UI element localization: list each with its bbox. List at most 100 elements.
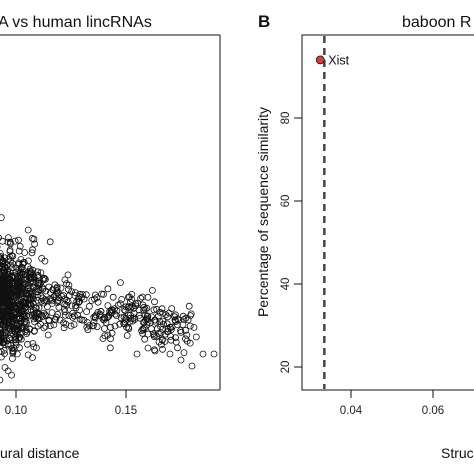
panel-a-trail-point xyxy=(116,300,124,308)
panel-a-trail-point xyxy=(93,323,101,331)
panel-a-trail-point xyxy=(167,336,175,344)
panel-a-dense-point xyxy=(0,339,8,347)
panel-a-trail-point xyxy=(29,306,37,314)
panel-a-trail-point xyxy=(53,289,61,297)
panel-a-trail-point xyxy=(18,293,25,301)
panel-a-trail-point xyxy=(143,312,151,320)
panel-a-trail-point xyxy=(98,290,105,298)
panel-a-trail-point xyxy=(27,308,35,316)
panel-a-dense-point xyxy=(2,272,9,280)
panel-a-dense-point xyxy=(0,274,3,282)
panel-a: A vs human lincRNAs 0.10 0.15 ural distan… xyxy=(0,14,221,461)
panel-a-dense-point xyxy=(0,334,3,341)
panel-a-dense-point xyxy=(0,288,6,296)
panel-a-dense-point xyxy=(30,235,38,243)
panel-a-dense-point xyxy=(8,345,16,352)
panel-a-trail-point xyxy=(175,316,183,324)
panel-a-trail-point xyxy=(150,331,158,339)
panel-a-trail-point xyxy=(158,336,166,344)
panel-a-trail-point xyxy=(182,335,189,343)
panel-a-trail-point xyxy=(84,326,92,334)
panel-a-trail-point xyxy=(128,303,136,310)
panel-b-letter: B xyxy=(258,12,270,31)
panel-a-dense-point xyxy=(30,343,38,351)
panel-a-dense-point xyxy=(0,271,8,279)
panel-a-trail-point xyxy=(24,278,32,286)
panel-a-data-point xyxy=(23,328,31,336)
panel-a-trail-point xyxy=(107,309,115,317)
panel-a-dense-point xyxy=(37,297,45,305)
panel-b-x-tick-label: 0.04 xyxy=(340,405,363,417)
panel-a-trail-point xyxy=(104,302,112,310)
panel-a-data-point xyxy=(45,316,53,324)
panel-a-dense-point xyxy=(6,253,14,261)
panel-a-trail-point xyxy=(86,302,93,310)
panel-b-y-tick-label: 40 xyxy=(280,278,292,291)
panel-a-trail-point xyxy=(21,298,29,306)
panel-a-trail-point xyxy=(61,308,69,316)
panel-a-trail-point xyxy=(37,292,45,300)
panel-a-trail-point xyxy=(80,316,88,324)
panel-a-trail-point xyxy=(151,298,158,306)
panel-a-trail-point xyxy=(106,344,114,352)
panel-a-trail-point xyxy=(41,274,48,282)
panel-a-dense-point xyxy=(0,237,6,245)
panel-a-trail-point xyxy=(58,292,66,300)
panel-a-data-point xyxy=(166,350,174,358)
panel-a-dense-point xyxy=(0,334,4,341)
panel-a-dense-point xyxy=(40,324,48,332)
panel-a-trail-point xyxy=(139,326,147,334)
panel-a-trail-point xyxy=(30,315,38,323)
panel-a-dense-point xyxy=(29,340,37,347)
panel-a-data-point xyxy=(34,322,42,330)
panel-a-dense-point xyxy=(13,321,21,329)
panel-a-trail-point xyxy=(177,328,185,336)
panel-a-trail-point xyxy=(27,296,34,304)
panel-a-dense-point xyxy=(38,254,46,262)
panel-a-dense-point xyxy=(0,292,4,300)
panel-a-dense-point xyxy=(17,256,25,263)
panel-a-trail-point xyxy=(174,344,181,352)
panel-b-y-tick-label: 80 xyxy=(280,112,292,125)
panel-b-points: Xist xyxy=(315,53,350,67)
panel-a-dense-point xyxy=(6,246,14,254)
panel-a-dense-point xyxy=(13,278,21,286)
panel-a-dense-point xyxy=(15,236,22,244)
panel-a-trail-point xyxy=(129,315,137,323)
panel-a-trail-point xyxy=(182,326,189,334)
panel-a-dense-point xyxy=(15,259,23,267)
panel-a-trail-point xyxy=(159,317,167,325)
panel-a-trail-point xyxy=(76,290,84,298)
panel-a-dense-point xyxy=(14,289,22,297)
panel-a-dense-point xyxy=(16,242,24,250)
panel-a-trail-point xyxy=(53,287,61,295)
panel-a-data-point xyxy=(111,322,119,330)
panel-a-trail-point xyxy=(61,276,69,284)
panel-a-trail-point xyxy=(53,284,61,292)
panel-a-dense-point xyxy=(4,367,12,375)
panel-a-trail-point xyxy=(130,309,138,317)
panel-a-trail-point xyxy=(144,293,152,301)
panel-a-trail-point xyxy=(153,305,161,313)
panel-a-dense-point xyxy=(0,284,4,292)
panel-b: B baboon R 20 40 60 80 0.04 0.06 Xist Percen… xyxy=(255,12,474,461)
panel-a-trail-point xyxy=(34,272,41,280)
panel-a-dense-point xyxy=(1,323,8,331)
panel-a-trail-point xyxy=(148,286,156,294)
panel-a-data-point xyxy=(133,350,141,358)
panel-a-trail-point xyxy=(127,314,134,322)
panel-a-dense-point xyxy=(10,345,18,352)
panel-a-trail-point xyxy=(171,311,179,319)
panel-a-trail-point xyxy=(159,309,167,317)
panel-a-trail-point xyxy=(72,304,80,312)
panel-a-trail-point xyxy=(60,305,68,313)
panel-a-trail-point xyxy=(90,313,98,321)
panel-b-x-tick-label: 0.06 xyxy=(422,405,444,417)
panel-a-trail-point xyxy=(187,312,194,320)
panel-a-dense-point xyxy=(24,351,32,359)
panel-a-trail-point xyxy=(143,304,151,312)
panel-a-dense-point xyxy=(0,314,1,320)
panel-a-data-point xyxy=(56,316,64,324)
panel-a-data-point xyxy=(177,356,185,364)
panel-a-trail-point xyxy=(42,287,50,295)
